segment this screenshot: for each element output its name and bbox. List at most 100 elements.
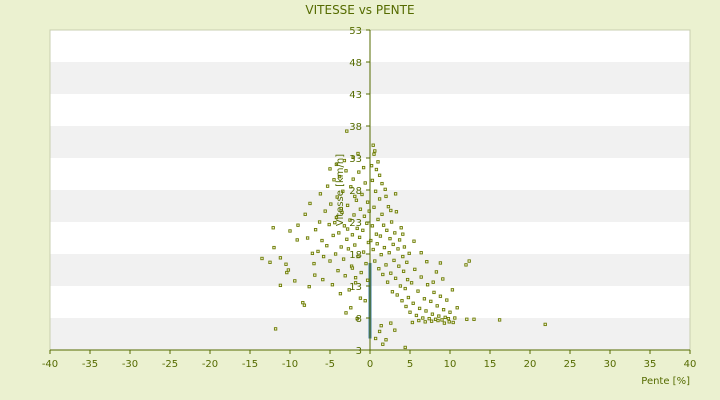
data-point [341, 257, 346, 261]
data-point [348, 218, 352, 222]
data-point [394, 210, 399, 214]
data-point [401, 269, 406, 273]
y-tick-label: 53 [349, 26, 362, 37]
data-point [293, 279, 297, 283]
y-tick-label: 8 [356, 314, 362, 325]
data-point [435, 304, 439, 308]
y-tick-label: 48 [349, 58, 362, 69]
data-point [301, 300, 305, 305]
data-point [425, 283, 430, 287]
data-point [406, 295, 411, 300]
data-point [434, 270, 439, 274]
data-point [405, 260, 409, 264]
data-point [429, 299, 433, 304]
data-point [393, 192, 398, 196]
data-point [373, 259, 377, 263]
data-point [358, 296, 363, 300]
data-point [385, 228, 389, 232]
data-point [384, 194, 388, 199]
data-point [331, 233, 335, 238]
data-point [370, 224, 375, 228]
data-point [436, 318, 440, 323]
data-point [345, 203, 350, 208]
data-point [372, 205, 376, 209]
data-point [453, 316, 457, 320]
data-point [351, 155, 355, 160]
x-axis-label: Pente [%] [641, 376, 690, 387]
x-tick-label: -5 [325, 359, 335, 370]
data-point [423, 320, 427, 324]
data-point [356, 151, 360, 156]
data-point [356, 254, 360, 259]
data-point [377, 329, 382, 334]
data-point [373, 189, 378, 193]
data-point [336, 268, 340, 273]
data-point [455, 306, 459, 310]
data-point [318, 192, 323, 196]
data-point [332, 178, 336, 182]
data-point [421, 316, 425, 320]
data-point [472, 317, 476, 321]
data-point [389, 220, 394, 224]
y-tick-label: 43 [349, 90, 362, 101]
data-point [451, 320, 455, 325]
x-tick-label: 20 [524, 359, 537, 370]
data-point [352, 213, 356, 217]
data-point [316, 249, 320, 254]
x-tick-label: 0 [367, 359, 373, 370]
x-tick-label: 5 [407, 359, 413, 370]
data-point [335, 195, 339, 199]
data-point [363, 181, 367, 185]
data-point [401, 254, 405, 259]
data-point [323, 209, 327, 213]
data-point [373, 336, 378, 341]
data-point [379, 324, 383, 328]
data-point [271, 226, 275, 230]
y-tick-label: 23 [349, 218, 362, 229]
data-point [339, 245, 343, 249]
data-point [442, 321, 447, 325]
data-point [372, 152, 376, 156]
data-point [392, 258, 396, 263]
data-point [407, 251, 411, 256]
data-point [361, 250, 366, 254]
data-point [371, 247, 375, 252]
data-point [327, 222, 331, 227]
data-point [543, 322, 547, 327]
x-tick-label: 25 [564, 359, 577, 370]
data-point [354, 198, 359, 202]
data-point [371, 143, 375, 147]
data-point [345, 227, 350, 231]
data-point [357, 235, 362, 240]
data-point [345, 237, 349, 241]
data-point [260, 256, 264, 261]
data-point [397, 264, 401, 268]
data-point [389, 271, 393, 275]
data-point [380, 212, 384, 216]
data-point [353, 281, 358, 285]
data-point [278, 283, 283, 288]
data-point [416, 289, 420, 293]
x-tick-label: 35 [644, 359, 657, 370]
data-point [288, 229, 292, 233]
x-tick-labels: -40 -35 -30 -25 -20 -15 -10 -5 0 5 10 15 20 25 30 35 40 [42, 359, 697, 370]
y-tick-label: 13 [349, 282, 362, 293]
data-point [334, 162, 339, 167]
data-point [355, 316, 359, 321]
data-point [333, 220, 337, 225]
data-point [365, 278, 370, 282]
data-point [349, 306, 353, 310]
data-point [377, 197, 382, 201]
data-point [343, 274, 347, 278]
data-point [404, 304, 408, 309]
data-point [409, 281, 414, 285]
data-point [268, 260, 272, 264]
data-point [328, 167, 332, 171]
data-point [464, 263, 468, 267]
data-point [440, 318, 444, 322]
x-tick-label: -40 [42, 359, 58, 370]
data-point [467, 259, 471, 263]
data-point [411, 301, 415, 305]
data-point [378, 234, 383, 238]
data-point [342, 158, 347, 163]
